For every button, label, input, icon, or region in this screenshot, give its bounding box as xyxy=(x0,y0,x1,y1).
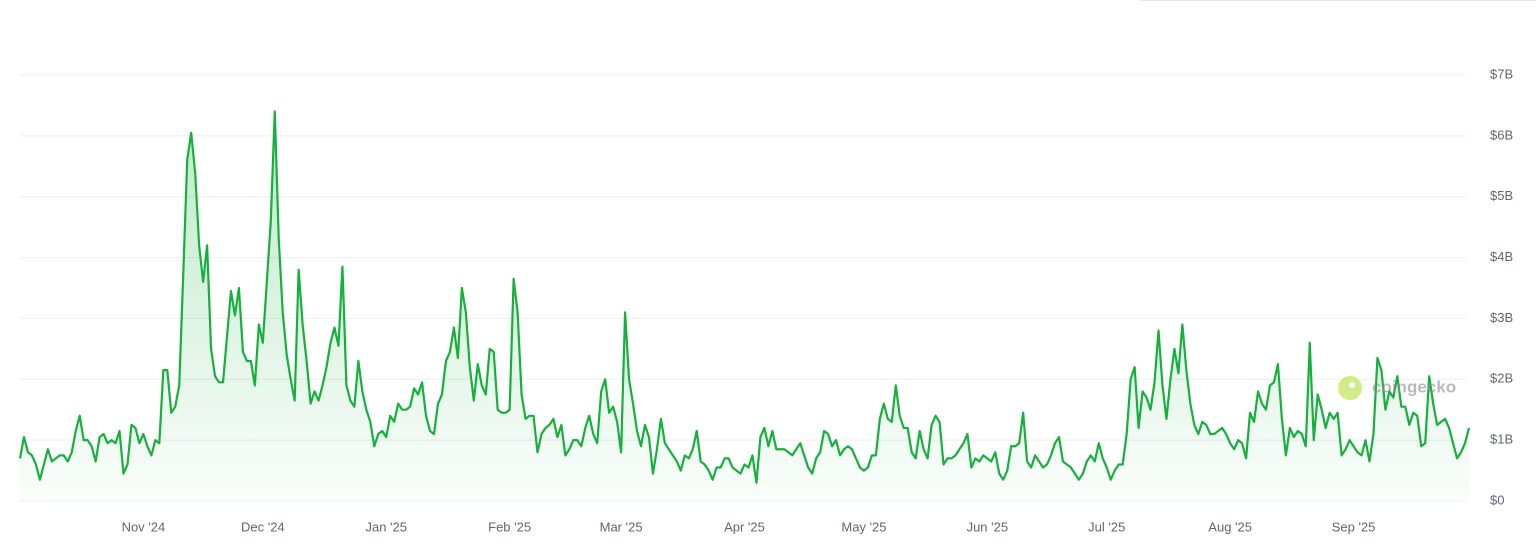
x-tick-label: Jul '25 xyxy=(1088,519,1125,534)
watermark: coingecko xyxy=(1338,376,1456,400)
watermark-text: coingecko xyxy=(1372,377,1456,396)
y-tick-label: $1B xyxy=(1490,432,1513,447)
y-tick-label: $7B xyxy=(1490,66,1513,81)
y-tick-label: $3B xyxy=(1490,310,1513,325)
area xyxy=(20,111,1469,501)
plot xyxy=(18,110,1471,501)
x-tick-label: Nov '24 xyxy=(122,519,166,534)
x-tick-label: Mar '25 xyxy=(600,519,643,534)
x-tick-label: Jan '25 xyxy=(365,519,407,534)
x-tick-label: Dec '24 xyxy=(241,519,285,534)
x-tick-label: Apr '25 xyxy=(724,519,765,534)
y-tick-label: $5B xyxy=(1490,188,1513,203)
x-tick-label: Jun '25 xyxy=(967,519,1009,534)
watermark-eye xyxy=(1349,382,1355,388)
x-tick-label: Aug '25 xyxy=(1208,519,1252,534)
x-tick-label: May '25 xyxy=(841,519,886,534)
y-tick-label: $4B xyxy=(1490,249,1513,264)
watermark-logo xyxy=(1338,376,1362,400)
axis-labels: $0 $1B $2B $3B $4B $5B $6B $7B Nov '24 Dec '24 Jan… xyxy=(122,66,1514,534)
x-tick-label: Feb '25 xyxy=(488,519,531,534)
y-tick-label: $6B xyxy=(1490,127,1513,142)
y-tick-label: $2B xyxy=(1490,371,1513,386)
line xyxy=(18,110,1471,484)
y-tick-label: $0 xyxy=(1490,492,1504,507)
x-tick-label: Sep '25 xyxy=(1332,519,1376,534)
